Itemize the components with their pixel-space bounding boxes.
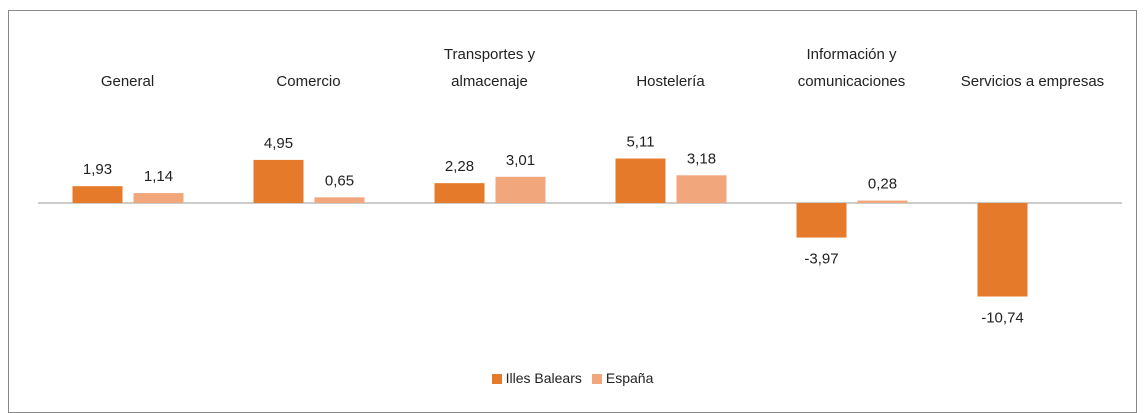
- value-label: -10,74: [981, 309, 1024, 326]
- legend-label: Illes Balears: [505, 370, 582, 386]
- bar: [676, 175, 727, 203]
- value-label: 3,18: [687, 150, 716, 167]
- category-label: Comercio: [276, 73, 341, 90]
- bar: [495, 176, 546, 203]
- category-label: Información y comunicaciones: [797, 46, 906, 90]
- legend-swatch: [591, 374, 602, 384]
- legend-item: Illes Balears: [491, 370, 582, 386]
- legend-swatch: [491, 374, 502, 384]
- category-label: Servicios a empresas: [960, 73, 1105, 90]
- bar: [977, 203, 1028, 297]
- bar: [314, 197, 365, 203]
- bar: [72, 186, 123, 203]
- value-label: 5,11: [626, 133, 654, 150]
- value-label: 1,93: [83, 161, 112, 178]
- bar: [133, 193, 184, 203]
- bar: [615, 158, 666, 203]
- value-label: 2,28: [445, 158, 474, 175]
- bar: [857, 200, 908, 203]
- category-label: Hostelería: [636, 73, 705, 90]
- legend-item: España: [591, 370, 654, 386]
- legend: Illes Balears España: [0, 370, 1145, 386]
- category-label: General: [100, 73, 155, 90]
- category-label: Transportes y almacenaje: [443, 46, 536, 90]
- bar: [253, 159, 304, 203]
- value-label: 1,14: [144, 168, 173, 185]
- value-label: 0,28: [868, 176, 897, 193]
- value-label: -3,97: [804, 251, 838, 268]
- value-label: 3,01: [506, 152, 535, 169]
- value-label: 4,95: [264, 135, 293, 152]
- bar: [796, 203, 847, 238]
- value-label: 0,65: [325, 172, 354, 189]
- legend-label: España: [605, 370, 654, 386]
- bar: [434, 183, 485, 203]
